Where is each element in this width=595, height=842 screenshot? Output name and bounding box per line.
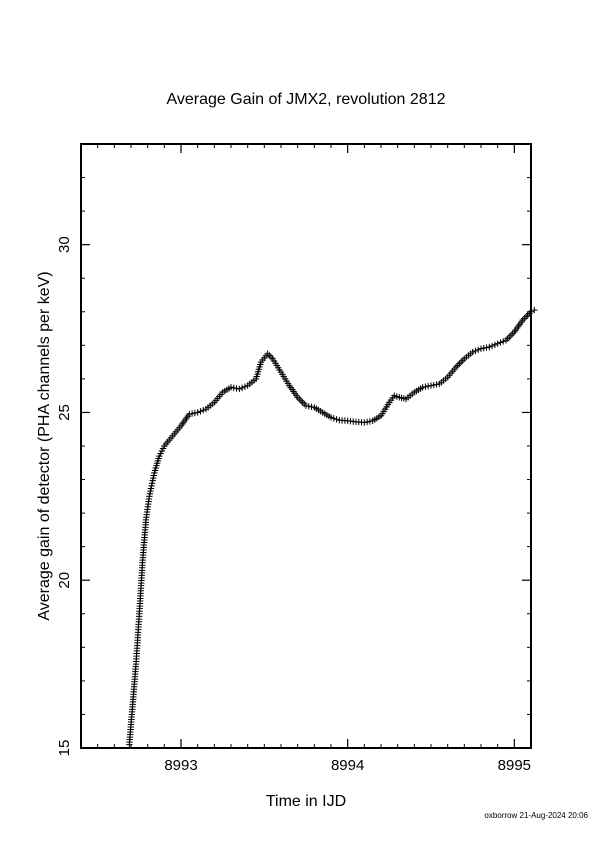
- data-point: [433, 381, 440, 388]
- x-tick-label: 8994: [331, 757, 364, 774]
- data-point: [522, 313, 530, 321]
- axis-ticks: 8993 8994 8995 15 20 25 30: [56, 144, 532, 774]
- data-point: [361, 419, 368, 426]
- data-point: [475, 346, 482, 354]
- data-point: [241, 383, 249, 390]
- data-point: [506, 333, 513, 341]
- data-point: [363, 418, 371, 426]
- data-point: [200, 407, 207, 414]
- data-point: [188, 410, 196, 417]
- data-point: [330, 415, 337, 422]
- data-point: [236, 385, 243, 393]
- data-point: [419, 384, 426, 391]
- data-point: [477, 345, 485, 352]
- data-point: [366, 418, 374, 425]
- data-point: [454, 362, 461, 369]
- footer-stamp: oxborrow 21-Aug-2024 20:06: [484, 811, 588, 820]
- data-point: [494, 340, 501, 347]
- data-point: [305, 403, 312, 410]
- x-axis-label: Time in IJD: [266, 793, 346, 810]
- data-point: [427, 382, 435, 389]
- data-point: [422, 383, 429, 390]
- data-point: [524, 311, 531, 319]
- data-point: [227, 384, 235, 391]
- data-point: [308, 403, 315, 411]
- data-point: [527, 308, 535, 315]
- data-point: [459, 357, 466, 364]
- x-tick-label: 8993: [164, 757, 197, 774]
- data-point: [507, 332, 515, 339]
- data-point: [457, 358, 465, 366]
- data-point: [327, 414, 335, 421]
- data-point: [502, 337, 510, 344]
- data-point: [230, 384, 237, 392]
- data-point: [504, 335, 511, 342]
- chart-title: Average Gain of JMX2, revolution 2812: [167, 91, 446, 108]
- y-tick-label: 20: [56, 572, 73, 589]
- data-point: [483, 344, 490, 351]
- x-tick-label: 8995: [498, 757, 531, 774]
- data-point: [509, 330, 516, 337]
- data-point: [486, 343, 493, 351]
- y-tick-label: 15: [56, 740, 73, 757]
- data-point: [531, 306, 538, 314]
- data-point: [297, 397, 305, 404]
- data-point: [456, 360, 463, 367]
- data-point: [430, 381, 437, 389]
- data-point: [472, 347, 479, 355]
- data-point: [480, 344, 487, 352]
- data-point: [491, 341, 499, 348]
- data-points: [126, 306, 538, 748]
- data-point: [488, 342, 496, 350]
- data-point: [267, 353, 275, 361]
- y-axis-label: Average gain of detector (PHA channels p…: [36, 271, 53, 620]
- data-point: [233, 385, 240, 392]
- data-point: [500, 338, 507, 345]
- y-tick-label: 30: [56, 236, 73, 253]
- data-point: [469, 348, 476, 356]
- data-point: [497, 339, 504, 346]
- data-point: [425, 382, 432, 390]
- data-point: [197, 408, 204, 415]
- y-tick-label: 25: [56, 404, 73, 421]
- data-point: [238, 384, 246, 392]
- data-point: [521, 315, 528, 322]
- data-point: [194, 409, 201, 416]
- data-point: [302, 402, 310, 409]
- data-point: [296, 395, 303, 403]
- data-point: [191, 409, 199, 417]
- data-point: [186, 410, 193, 418]
- data-point: [333, 416, 340, 423]
- plot-frame: [80, 143, 532, 749]
- data-point: [299, 399, 306, 406]
